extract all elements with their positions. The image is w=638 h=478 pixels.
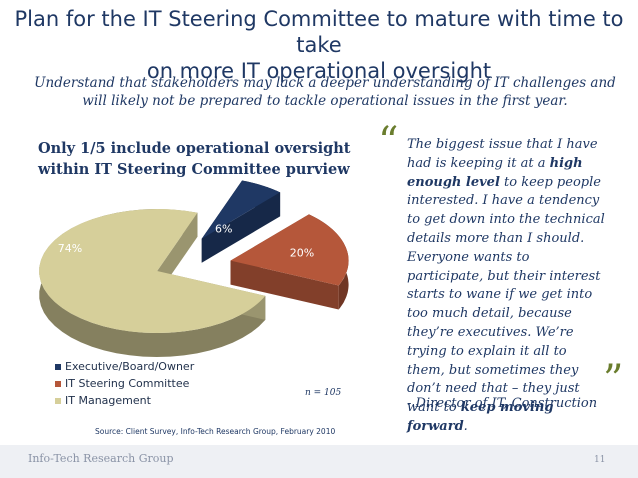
chart-legend: Executive/Board/Owner IT Steering Committ… — [55, 358, 194, 409]
quote-attribution: - Director of IT, Construction — [407, 396, 598, 411]
subtitle-line-2: will likely not be prepared to tackle op… — [82, 93, 568, 109]
legend-label: Executive/Board/Owner — [65, 360, 195, 373]
pie-slice-edge-1-1 — [230, 260, 339, 310]
title-line-1: Plan for the IT Steering Committee to ma… — [14, 7, 624, 57]
legend-label: IT Steering Committee — [65, 377, 190, 390]
legend-swatch — [55, 380, 61, 387]
legend-item: IT Management — [55, 392, 194, 409]
open-quote-mark: “ — [378, 119, 399, 165]
quote-paragraph-1: The biggest issue that I have had is kee… — [407, 137, 605, 246]
title-line-2: on more IT operational oversight — [146, 59, 492, 83]
subtitle-line-1: Understand that stakeholders may lack a … — [34, 75, 616, 91]
footer-company: Info-Tech Research Group — [28, 452, 174, 465]
chart-title-line-1: Only 1/5 include operational oversight — [38, 140, 351, 157]
page-number: 11 — [594, 455, 606, 465]
quote-emphasis-2: keep moving forward — [407, 400, 554, 434]
pie-label-1: 20% — [290, 246, 314, 259]
chart-title-line-2: within IT Steering Committee purview — [38, 161, 350, 178]
quote-paragraph-2: Everyone wants to participate, but their… — [407, 249, 601, 434]
pie-label-0: 6% — [215, 223, 232, 236]
source-note: Source: Client Survey, Info-Tech Researc… — [95, 427, 336, 436]
close-quote-mark: ” — [603, 357, 624, 403]
pie-slice-edge-0-1 — [201, 192, 281, 263]
legend-swatch — [55, 397, 61, 404]
legend-swatch — [55, 363, 61, 370]
pie-label-2: 74% — [58, 242, 82, 255]
legend-item: Executive/Board/Owner — [55, 358, 194, 375]
legend-item: IT Steering Committee — [55, 375, 194, 392]
pie-slice-it-management — [39, 209, 266, 334]
quote-emphasis-1: high enough level — [407, 155, 583, 190]
subtitle: Understand that stakeholders may lack a … — [30, 74, 620, 110]
footer-bar — [0, 445, 638, 478]
chart-title: Only 1/5 include operational oversight w… — [38, 138, 368, 180]
pie-slice-executive-board-owner — [201, 180, 281, 239]
quote-text: The biggest issue that I have had is kee… — [407, 136, 607, 437]
page-title: Plan for the IT Steering Committee to ma… — [0, 6, 638, 84]
pie-slice-it-steering-committee — [230, 214, 349, 286]
sample-size-note: n = 105 — [305, 388, 342, 398]
legend-label: IT Management — [65, 394, 151, 407]
